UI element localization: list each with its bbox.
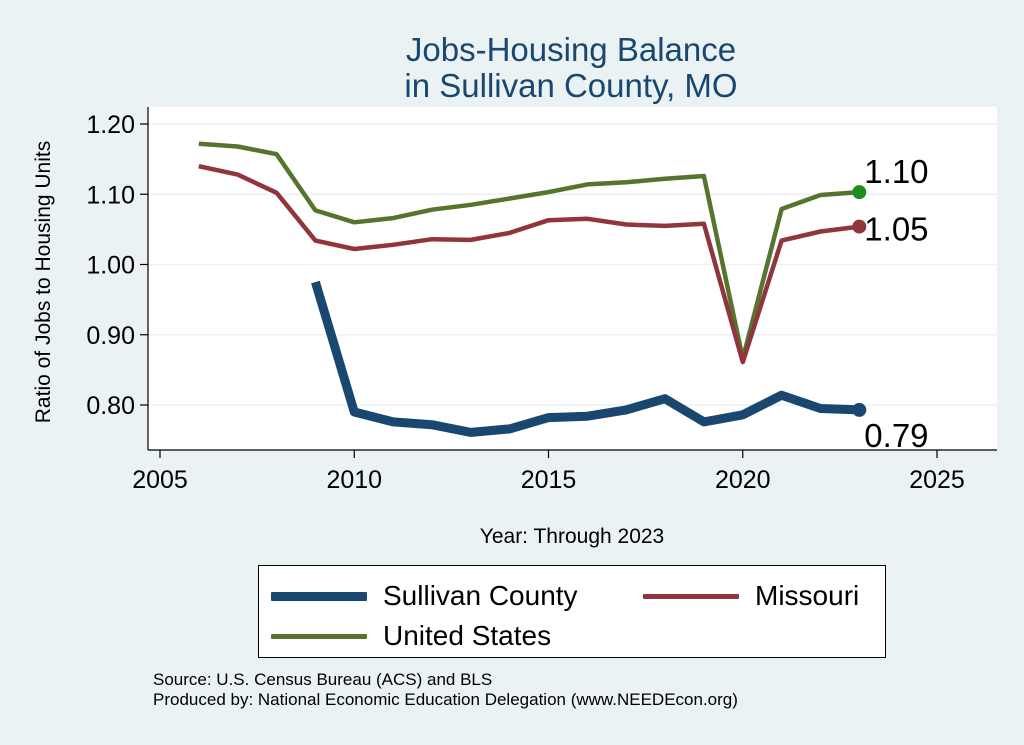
y-tick-label: 1.10 bbox=[86, 181, 135, 209]
series-line-united-states bbox=[198, 141, 860, 361]
x-tick-label: 2005 bbox=[132, 466, 188, 494]
end-marker-missouri bbox=[852, 219, 867, 234]
y-axis-label: Ratio of Jobs to Housing Units bbox=[32, 141, 55, 423]
x-axis-label: Year: Through 2023 bbox=[480, 525, 665, 548]
legend-swatch-united-states bbox=[271, 633, 367, 639]
x-tick-label: 2025 bbox=[909, 466, 965, 494]
legend-swatch-sullivan-county bbox=[271, 591, 367, 601]
series-line-missouri bbox=[198, 164, 860, 365]
y-tick-label: 1.20 bbox=[86, 111, 135, 139]
x-tick-label: 2020 bbox=[715, 466, 771, 494]
plot-area bbox=[148, 107, 997, 450]
end-marker-sullivan-county bbox=[852, 402, 867, 417]
end-marker-united-states bbox=[852, 185, 867, 200]
legend-swatch-missouri bbox=[643, 593, 739, 599]
end-label-missouri: 1.05 bbox=[864, 211, 928, 248]
x-tick-label: 2010 bbox=[326, 466, 382, 494]
y-tick-label: 1.00 bbox=[86, 252, 135, 280]
source-note: Source: U.S. Census Bureau (ACS) and BLS… bbox=[153, 670, 738, 710]
axes: 0.80 0.90 1.00 1.10 1.20 2005 2010 2015 2020 2025 bbox=[86, 107, 997, 494]
legend: Sullivan County Missouri United States bbox=[258, 565, 886, 658]
end-label-united-states: 1.10 bbox=[864, 153, 928, 190]
y-tick-label: 0.80 bbox=[86, 392, 135, 420]
source-line: Source: U.S. Census Bureau (ACS) and BLS bbox=[153, 670, 493, 689]
series-lines bbox=[198, 141, 867, 437]
x-tick-label: 2015 bbox=[521, 466, 577, 494]
legend-label-sullivan-county: Sullivan County bbox=[383, 580, 578, 611]
y-tick-label: 0.90 bbox=[86, 322, 135, 350]
legend-item-missouri: Missouri bbox=[643, 580, 859, 612]
chart-title-line-1: Jobs-Housing Balance bbox=[406, 31, 736, 68]
series-line-sullivan-county bbox=[311, 280, 860, 437]
producer-line: Produced by: National Economic Education… bbox=[153, 690, 738, 709]
legend-label-missouri: Missouri bbox=[755, 580, 860, 611]
legend-item-united-states: United States bbox=[271, 620, 551, 652]
legend-item-sullivan-county: Sullivan County bbox=[271, 580, 578, 612]
legend-label-united-states: United States bbox=[383, 620, 552, 651]
end-labels: 1.10 1.05 0.79 bbox=[864, 153, 928, 454]
end-label-sullivan-county: 0.79 bbox=[864, 417, 928, 454]
chart-title-line-2: in Sullivan County, MO bbox=[404, 67, 737, 104]
